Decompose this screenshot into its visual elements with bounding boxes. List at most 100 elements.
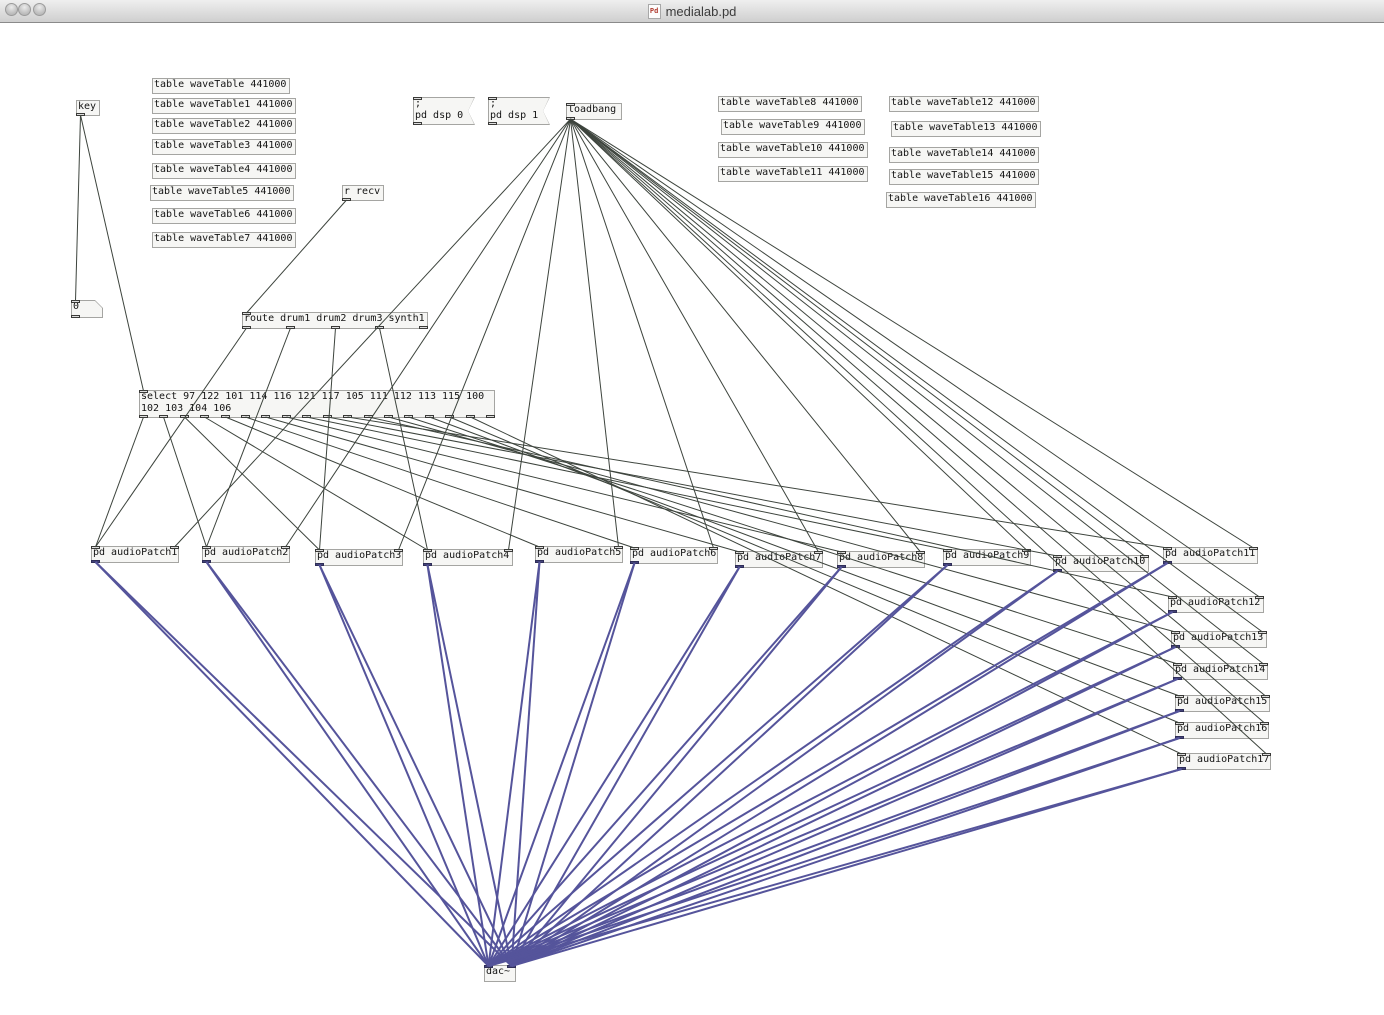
- object-ap3[interactable]: pd audioPatch3: [315, 549, 403, 566]
- outlet-0[interactable]: [535, 560, 544, 563]
- outlet-7[interactable]: [282, 415, 291, 418]
- outlet-0[interactable]: [139, 415, 148, 418]
- outlet-16[interactable]: [466, 415, 475, 418]
- inlet-1[interactable]: [1255, 596, 1264, 599]
- inlet-0[interactable]: [735, 551, 744, 554]
- inlet-1[interactable]: [1140, 555, 1149, 558]
- object-wt16[interactable]: table waveTable16 441000: [886, 192, 1036, 208]
- inlet-1[interactable]: [1249, 547, 1258, 550]
- inlet-0[interactable]: [837, 551, 846, 554]
- inlet-0[interactable]: [202, 546, 211, 549]
- object-wt12[interactable]: table waveTable12 441000: [889, 96, 1039, 112]
- inlet-1[interactable]: [507, 965, 516, 968]
- outlet-0[interactable]: [837, 565, 846, 568]
- object-wt0[interactable]: table waveTable 441000: [152, 78, 290, 94]
- close-button[interactable]: [5, 3, 18, 16]
- outlet-0[interactable]: [1173, 677, 1182, 680]
- inlet-1[interactable]: [1261, 695, 1270, 698]
- window-titlebar[interactable]: Pd medialab.pd: [0, 0, 1384, 23]
- object-wt9[interactable]: table waveTable9 441000: [721, 119, 865, 135]
- inlet-1[interactable]: [1259, 663, 1268, 666]
- outlet-0[interactable]: [488, 122, 497, 125]
- outlet-0[interactable]: [943, 563, 952, 566]
- outlet-0[interactable]: [566, 117, 575, 120]
- object-wt3[interactable]: table waveTable3 441000: [152, 139, 296, 155]
- outlet-0[interactable]: [71, 315, 80, 318]
- outlet-3[interactable]: [375, 326, 384, 329]
- number-box-num0[interactable]: 0: [71, 300, 103, 318]
- object-route[interactable]: route drum1 drum2 drum3 synth1: [242, 312, 428, 329]
- object-ap16[interactable]: pd audioPatch16: [1175, 722, 1269, 739]
- inlet-0[interactable]: [488, 97, 497, 100]
- outlet-15[interactable]: [445, 415, 454, 418]
- object-ap7[interactable]: pd audioPatch7: [735, 551, 823, 568]
- inlet-0[interactable]: [1168, 596, 1177, 599]
- object-ap13[interactable]: pd audioPatch13: [1171, 631, 1267, 648]
- inlet-0[interactable]: [413, 97, 422, 100]
- inlet-0[interactable]: [1175, 695, 1184, 698]
- object-select[interactable]: select 97 122 101 114 116 121 117 105 11…: [139, 390, 495, 418]
- message-msg1[interactable]: ; pd dsp 1: [488, 97, 550, 125]
- object-wt11[interactable]: table waveTable11 441000: [718, 166, 868, 182]
- object-wt6[interactable]: table waveTable6 441000: [152, 208, 296, 224]
- inlet-1[interactable]: [394, 549, 403, 552]
- object-wt5[interactable]: table waveTable5 441000: [150, 185, 294, 201]
- inlet-0[interactable]: [423, 549, 432, 552]
- outlet-13[interactable]: [404, 415, 413, 418]
- object-wt1[interactable]: table waveTable1 441000: [152, 98, 296, 114]
- inlet-0[interactable]: [91, 546, 100, 549]
- outlet-10[interactable]: [343, 415, 352, 418]
- outlet-0[interactable]: [423, 563, 432, 566]
- inlet-1[interactable]: [1258, 631, 1267, 634]
- outlet-0[interactable]: [342, 198, 351, 201]
- object-ap15[interactable]: pd audioPatch15: [1175, 695, 1270, 712]
- outlet-0[interactable]: [242, 326, 251, 329]
- outlet-0[interactable]: [315, 563, 324, 566]
- outlet-8[interactable]: [302, 415, 311, 418]
- inlet-0[interactable]: [943, 549, 952, 552]
- outlet-1[interactable]: [159, 415, 168, 418]
- inlet-1[interactable]: [1262, 753, 1271, 756]
- object-key[interactable]: key: [76, 100, 100, 116]
- object-recv[interactable]: r recv: [342, 185, 384, 201]
- object-ap4[interactable]: pd audioPatch4: [423, 549, 513, 566]
- outlet-0[interactable]: [91, 560, 100, 563]
- object-ap17[interactable]: pd audioPatch17: [1177, 753, 1271, 770]
- outlet-0[interactable]: [735, 565, 744, 568]
- outlet-0[interactable]: [76, 113, 85, 116]
- object-ap10[interactable]: pd audioPatch10: [1053, 555, 1149, 572]
- object-wt15[interactable]: table waveTable15 441000: [889, 169, 1039, 185]
- outlet-6[interactable]: [261, 415, 270, 418]
- outlet-5[interactable]: [241, 415, 250, 418]
- outlet-9[interactable]: [323, 415, 332, 418]
- inlet-1[interactable]: [916, 551, 925, 554]
- outlet-0[interactable]: [1175, 736, 1184, 739]
- outlet-2[interactable]: [180, 415, 189, 418]
- object-wt13[interactable]: table waveTable13 441000: [891, 121, 1041, 137]
- outlet-0[interactable]: [1171, 645, 1180, 648]
- object-wt10[interactable]: table waveTable10 441000: [718, 142, 868, 158]
- outlet-12[interactable]: [384, 415, 393, 418]
- object-wt4[interactable]: table waveTable4 441000: [152, 163, 296, 179]
- outlet-4[interactable]: [419, 326, 428, 329]
- inlet-1[interactable]: [614, 546, 623, 549]
- outlet-4[interactable]: [221, 415, 230, 418]
- inlet-0[interactable]: [1053, 555, 1062, 558]
- inlet-1[interactable]: [504, 549, 513, 552]
- object-ap12[interactable]: pd audioPatch12: [1168, 596, 1264, 613]
- outlet-0[interactable]: [202, 560, 211, 563]
- inlet-0[interactable]: [1163, 547, 1172, 550]
- object-ap9[interactable]: pd audioPatch9: [943, 549, 1031, 566]
- object-wt8[interactable]: table waveTable8 441000: [718, 96, 862, 112]
- object-ap2[interactable]: pd audioPatch2: [202, 546, 290, 563]
- inlet-1[interactable]: [814, 551, 823, 554]
- inlet-1[interactable]: [1260, 722, 1269, 725]
- object-loadbang[interactable]: loadbang: [566, 103, 622, 120]
- inlet-0[interactable]: [535, 546, 544, 549]
- object-wt7[interactable]: table waveTable7 441000: [152, 232, 296, 248]
- inlet-0[interactable]: [242, 312, 251, 315]
- outlet-0[interactable]: [1175, 709, 1184, 712]
- inlet-0[interactable]: [630, 547, 639, 550]
- object-wt2[interactable]: table waveTable2 441000: [152, 118, 296, 134]
